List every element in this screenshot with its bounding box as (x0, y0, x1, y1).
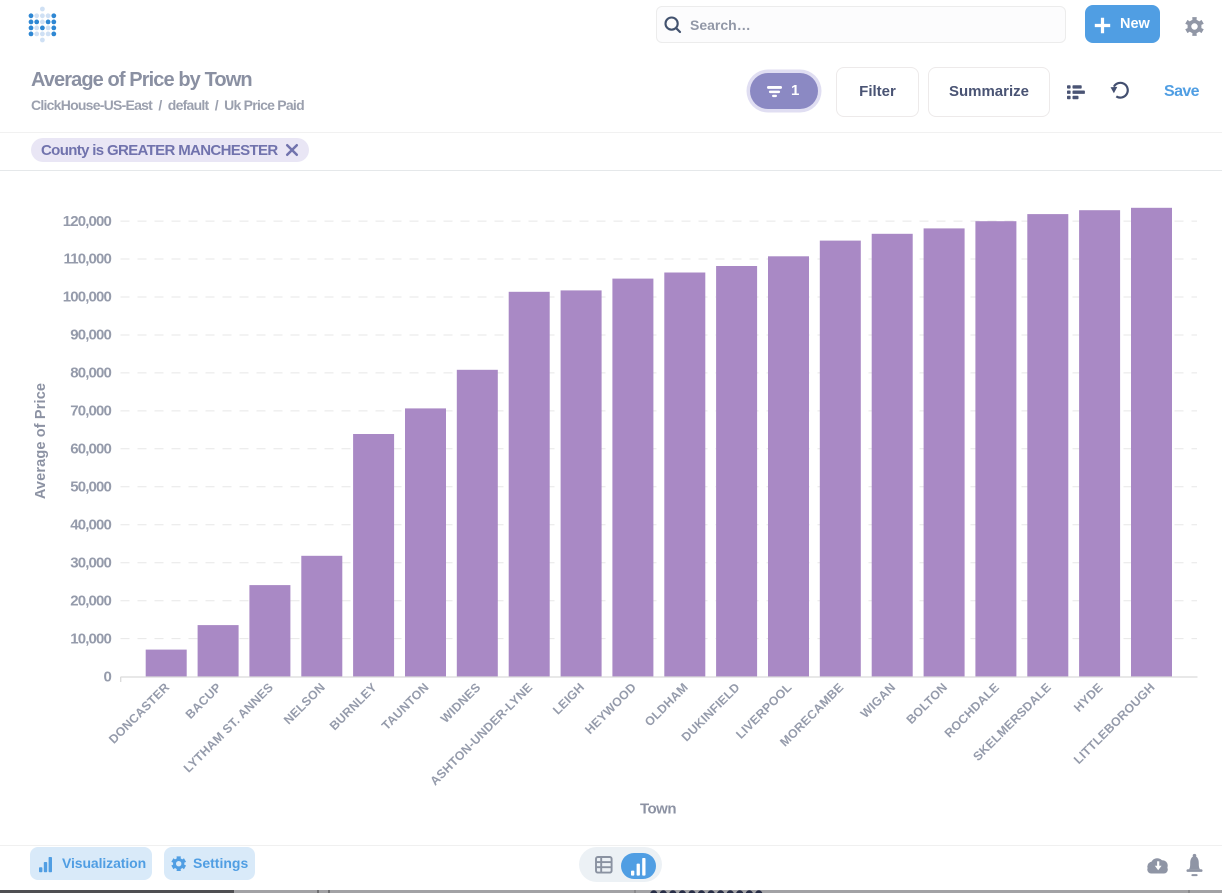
svg-text:100,000: 100,000 (63, 289, 112, 306)
svg-text:BOLTON: BOLTON (904, 680, 951, 727)
svg-text:50,000: 50,000 (70, 479, 111, 496)
svg-text:NELSON: NELSON (281, 680, 328, 727)
svg-text:40,000: 40,000 (70, 517, 111, 534)
svg-text:LYTHAM ST. ANNES: LYTHAM ST. ANNES (181, 680, 276, 775)
svg-text:HYDE: HYDE (1071, 680, 1106, 715)
svg-text:BURNLEY: BURNLEY (327, 680, 380, 733)
svg-text:WIDNES: WIDNES (438, 680, 484, 726)
svg-text:TAUNTON: TAUNTON (379, 680, 432, 733)
svg-text:80,000: 80,000 (70, 365, 111, 382)
svg-text:BACUP: BACUP (183, 680, 225, 722)
svg-text:Town: Town (640, 801, 676, 818)
svg-text:0: 0 (104, 668, 112, 685)
svg-text:ASHTON-UNDER-LYNE: ASHTON-UNDER-LYNE (427, 680, 535, 788)
svg-text:90,000: 90,000 (70, 327, 111, 344)
svg-text:OLDHAM: OLDHAM (642, 680, 691, 729)
svg-text:LEIGH: LEIGH (550, 680, 587, 717)
svg-text:Average of Price: Average of Price (33, 383, 49, 499)
svg-text:WIGAN: WIGAN (858, 680, 899, 721)
svg-text:20,000: 20,000 (70, 592, 111, 609)
svg-text:10,000: 10,000 (70, 630, 111, 647)
svg-text:HEYWOOD: HEYWOOD (582, 680, 639, 737)
svg-text:60,000: 60,000 (70, 441, 111, 458)
svg-text:30,000: 30,000 (70, 554, 111, 571)
svg-text:DONCASTER: DONCASTER (106, 680, 172, 746)
svg-text:120,000: 120,000 (63, 213, 112, 230)
svg-text:70,000: 70,000 (70, 403, 111, 420)
svg-text:110,000: 110,000 (64, 251, 112, 268)
